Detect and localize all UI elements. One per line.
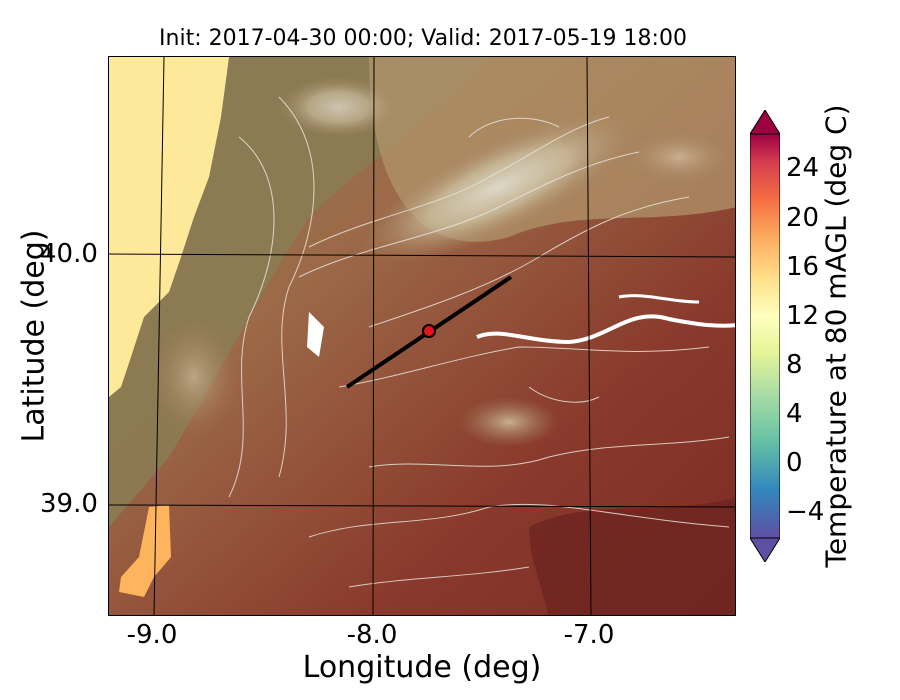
reservoir	[307, 312, 324, 357]
graticule	[109, 57, 735, 615]
atlantic-ocean	[109, 57, 229, 397]
y-tick-label: 39.0	[40, 489, 98, 519]
mountain-ridge-south	[459, 397, 559, 447]
x-axis-label: Longitude (deg)	[302, 650, 542, 685]
colorbar-body	[749, 133, 781, 539]
mountain-ridge-northeast	[619, 127, 735, 187]
y-tick-label: 40.0	[40, 239, 98, 269]
mountain-ridge-north	[279, 77, 399, 137]
colorbar-tick: 12	[786, 301, 820, 331]
colorbar-scale	[749, 109, 781, 563]
contour-lines	[228, 96, 730, 588]
colorbar-tick: 20	[786, 203, 820, 233]
warm-coastal-patch	[119, 505, 171, 597]
colorbar-extend-top	[749, 109, 781, 135]
southeast-valley	[529, 497, 735, 615]
colorbar-tick: 24	[786, 153, 820, 183]
colorbar-tick: 8	[786, 350, 803, 380]
terrain-temperature-map	[109, 57, 735, 615]
river	[476, 314, 735, 345]
colorbar-tick: 4	[786, 399, 803, 429]
colorbar	[749, 109, 781, 563]
colorbar-tick: 16	[786, 252, 820, 282]
map-plot-area[interactable]	[108, 56, 736, 616]
location-marker	[422, 324, 436, 338]
mountain-ridge-main	[361, 111, 637, 263]
mountain-ridge-west	[149, 317, 239, 437]
river-branch	[618, 294, 700, 304]
x-tick-label: -7.0	[563, 620, 615, 650]
colorbar-tick: −4	[786, 497, 825, 527]
x-tick-label: -9.0	[126, 620, 178, 650]
plot-title: Init: 2017-04-30 00:00; Valid: 2017-05-1…	[159, 26, 687, 51]
colorbar-extend-bottom	[749, 537, 781, 563]
colorbar-tick: 0	[786, 448, 803, 478]
x-tick-label: -8.0	[346, 620, 398, 650]
colorbar-label: Temperature at 80 mAGL (deg C)	[819, 104, 853, 568]
